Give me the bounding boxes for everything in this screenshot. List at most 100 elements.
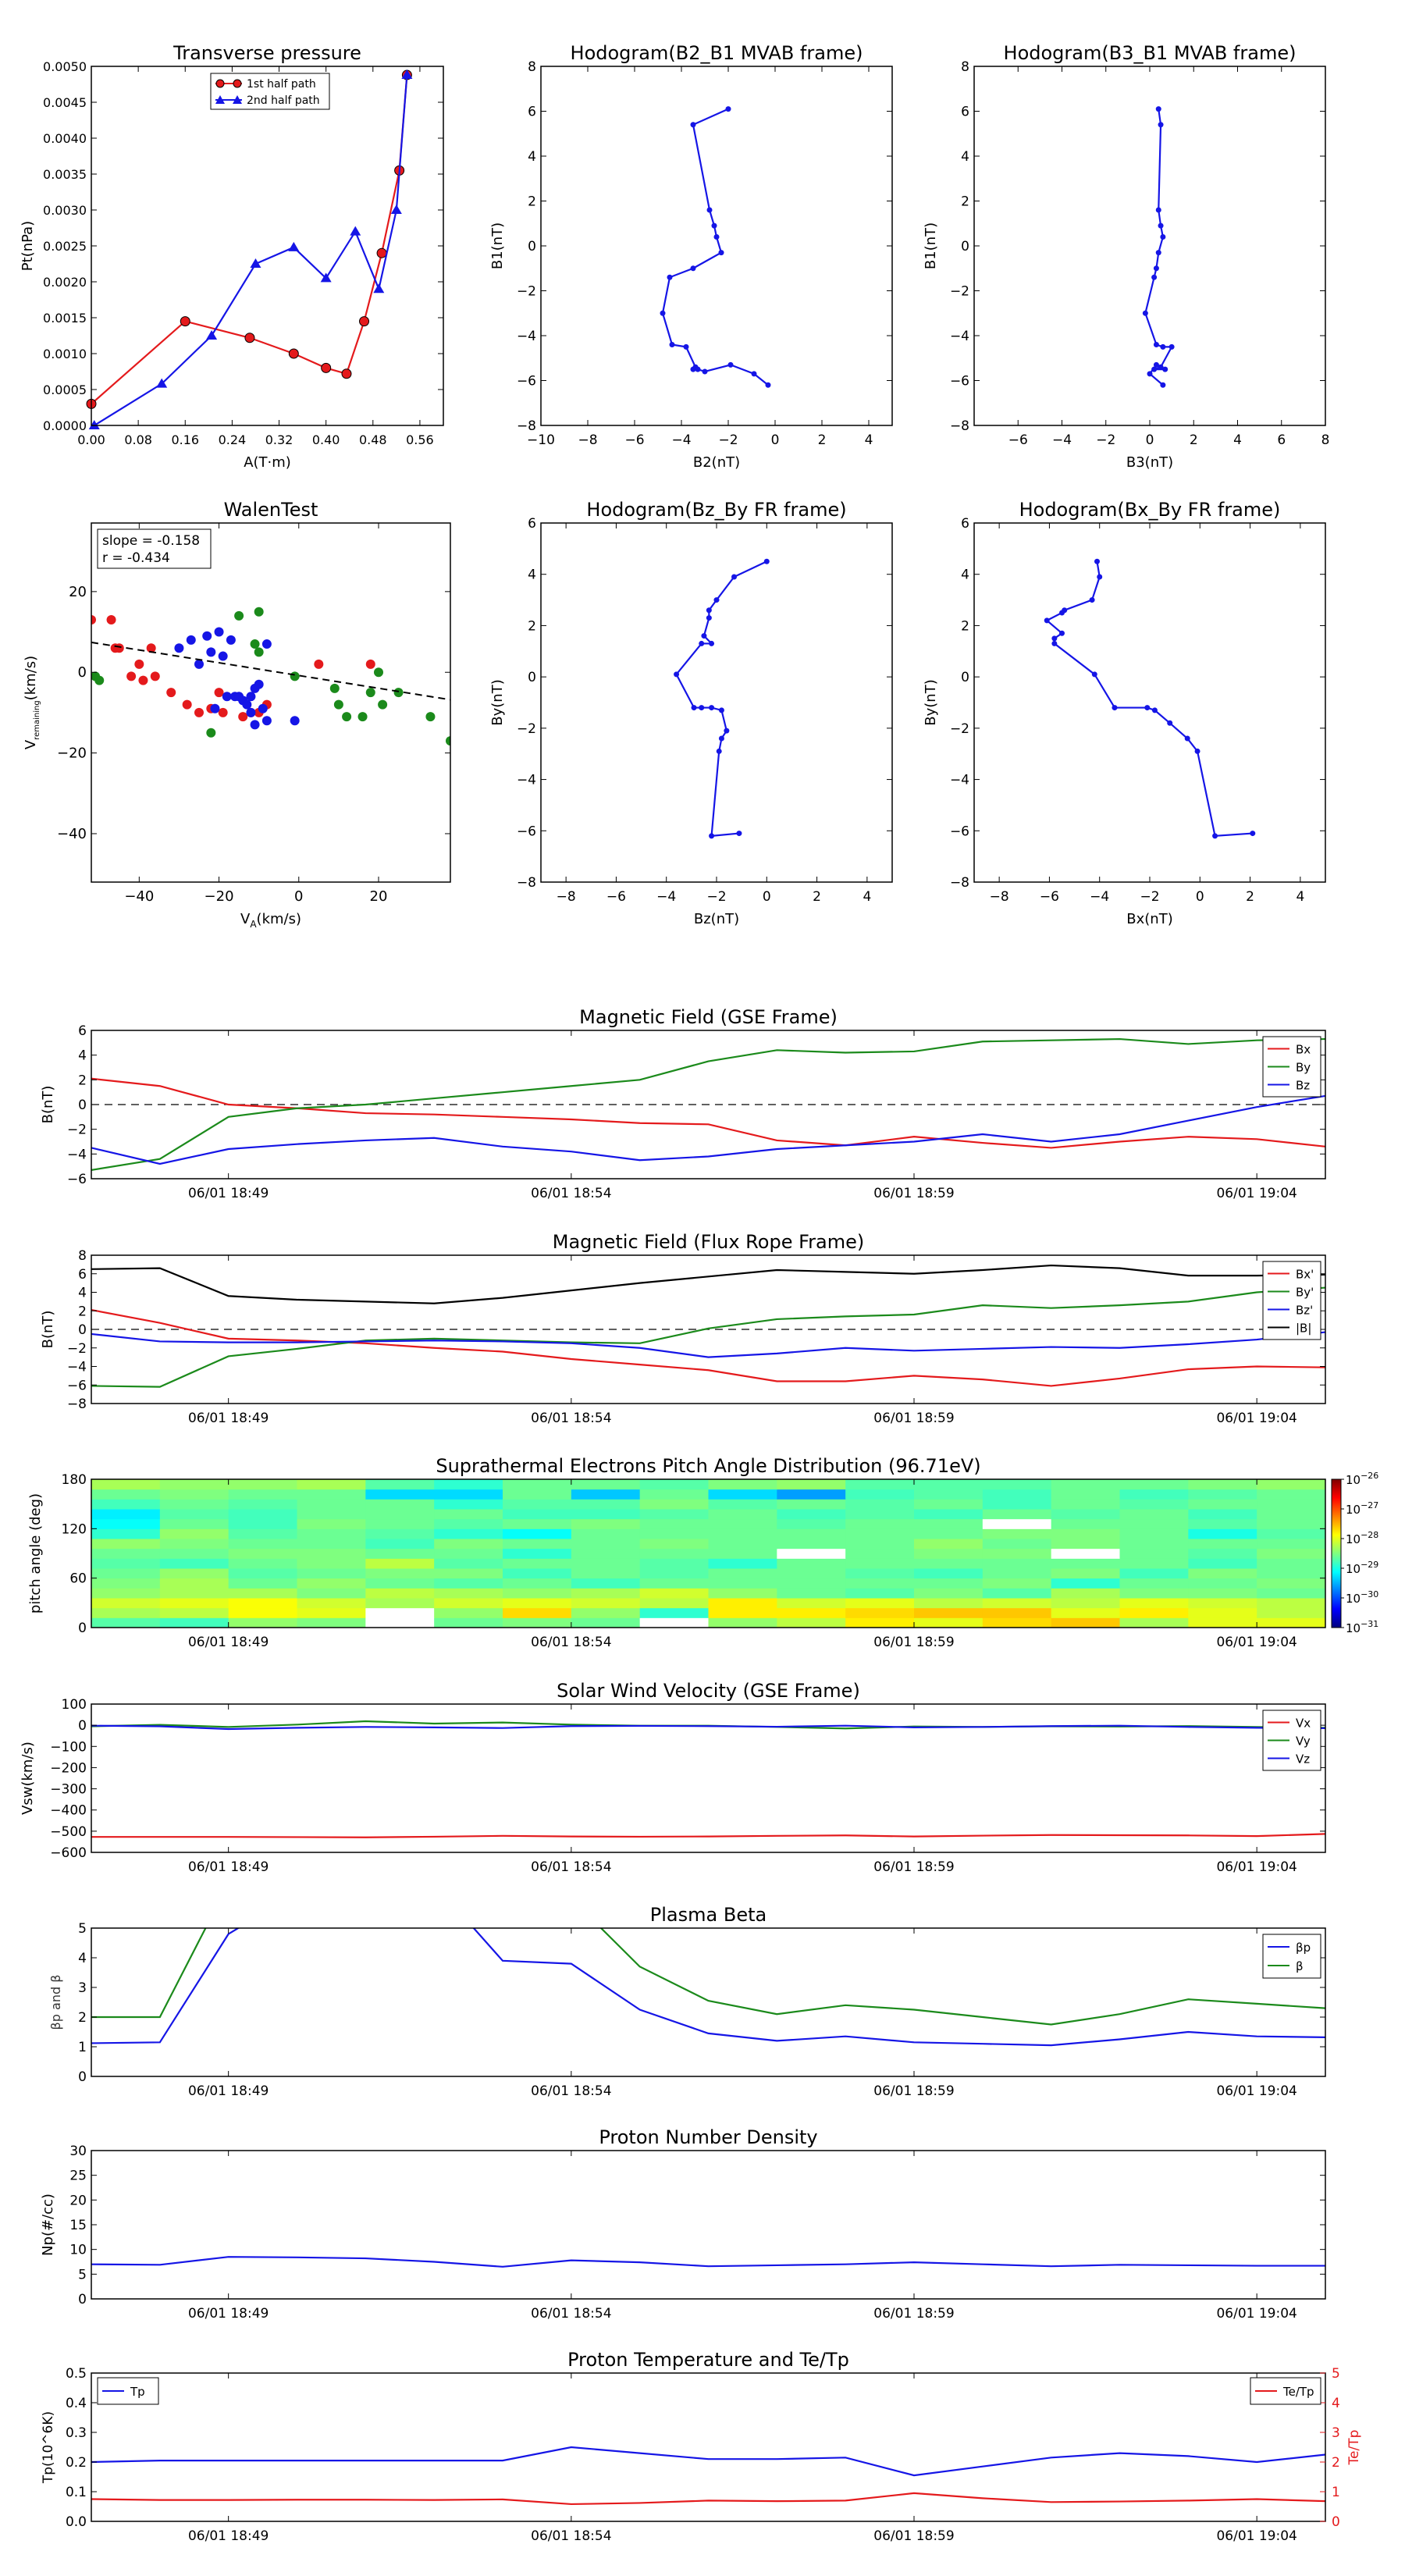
x-tick-label: 06/01 18:59 bbox=[873, 1859, 954, 1875]
data-point bbox=[709, 705, 715, 711]
y-tick-label: 10 bbox=[69, 2243, 87, 2258]
data-point bbox=[234, 610, 244, 621]
heatmap-cell bbox=[503, 1588, 572, 1599]
heatmap-cell bbox=[639, 1548, 709, 1559]
heatmap-cell bbox=[1119, 1598, 1189, 1609]
heatmap-cell bbox=[639, 1489, 709, 1500]
heatmap-cell bbox=[228, 1598, 297, 1609]
heatmap-cell bbox=[777, 1499, 846, 1510]
x-tick-label: 06/01 19:04 bbox=[1216, 1859, 1297, 1875]
x-tick-label: 6 bbox=[1277, 432, 1286, 448]
data-point-triangle bbox=[373, 283, 385, 294]
heatmap-cell bbox=[777, 1548, 846, 1559]
heatmap-cell bbox=[434, 1558, 503, 1569]
x-tick-label: 06/01 18:49 bbox=[188, 1635, 269, 1650]
y-tick-label: −8 bbox=[517, 875, 536, 891]
series-line-Bz' bbox=[91, 1331, 1325, 1358]
heatmap-cell bbox=[159, 1617, 229, 1628]
plot-frame bbox=[91, 2372, 1326, 2522]
y-tick-label: 4 bbox=[78, 1951, 87, 1966]
heatmap-cell bbox=[708, 1528, 777, 1539]
data-point bbox=[751, 371, 757, 377]
heatmap-cell bbox=[571, 1518, 641, 1529]
heatmap-cell bbox=[1257, 1518, 1326, 1529]
y-tick-label: 2 bbox=[961, 194, 969, 210]
y-tick-label: −2 bbox=[67, 1123, 87, 1138]
series-line bbox=[94, 74, 408, 425]
x-tick-label: 0 bbox=[294, 888, 303, 905]
heatmap-cell bbox=[639, 1598, 709, 1609]
y-tick-label: −400 bbox=[50, 1803, 87, 1819]
y-tick-label: −8 bbox=[950, 875, 969, 891]
colorbar-tick-label: 10−28 bbox=[1346, 1530, 1378, 1546]
heatmap-cell bbox=[91, 1558, 161, 1569]
legend-label: Te/Tp bbox=[1282, 2385, 1314, 2399]
x-tick-label: 06/01 18:54 bbox=[531, 1859, 611, 1875]
heatmap-cell bbox=[1257, 1499, 1326, 1510]
x-tick-label: 06/01 18:59 bbox=[873, 1186, 954, 1201]
y-tick-label-right: 1 bbox=[1332, 2485, 1340, 2500]
heatmap-cell bbox=[571, 1558, 641, 1569]
legend-box bbox=[97, 2377, 159, 2405]
heatmap-cell bbox=[845, 1499, 915, 1510]
data-point bbox=[706, 207, 713, 213]
data-point bbox=[222, 692, 232, 702]
heatmap-cell bbox=[228, 1489, 297, 1500]
data-point bbox=[706, 607, 712, 614]
heatmap-cell bbox=[228, 1607, 297, 1618]
heatmap-cell bbox=[1119, 1489, 1189, 1500]
heatmap-cell bbox=[1188, 1499, 1257, 1510]
x-tick-label: 0.40 bbox=[312, 432, 340, 447]
y-axis-label: B1(nT) bbox=[489, 222, 506, 269]
y-tick-label: 0 bbox=[528, 670, 536, 685]
data-point-triangle bbox=[88, 420, 100, 429]
data-point bbox=[186, 635, 196, 645]
heatmap-cell bbox=[365, 1578, 435, 1589]
data-point bbox=[1160, 234, 1166, 240]
y-tick-label: 8 bbox=[528, 59, 536, 75]
x-axis-label: A(T·m) bbox=[244, 454, 291, 471]
heatmap-cell bbox=[91, 1528, 161, 1539]
heatmap-cell bbox=[571, 1617, 641, 1628]
colorbar-tick-label: 10−27 bbox=[1346, 1500, 1378, 1517]
data-point bbox=[146, 643, 156, 653]
heatmap-cell bbox=[982, 1558, 1052, 1569]
chart-mag_gse: Magnetic Field (GSE Frame) −6 −4 −2 0 2 4 6 06/0… bbox=[40, 1006, 1326, 1201]
data-point bbox=[106, 615, 116, 625]
data-point bbox=[1194, 748, 1200, 754]
y-tick-label: −4 bbox=[517, 329, 536, 344]
heatmap-cell bbox=[777, 1568, 846, 1579]
data-point bbox=[261, 716, 272, 726]
data-point-triangle bbox=[390, 205, 402, 214]
heatmap-cell bbox=[159, 1558, 229, 1569]
legend-label: βp bbox=[1296, 1941, 1311, 1955]
heatmap-cell bbox=[434, 1578, 503, 1589]
heatmap-cell bbox=[571, 1568, 641, 1579]
y-tick-label: 5 bbox=[78, 2267, 87, 2282]
data-point bbox=[718, 707, 724, 713]
data-point bbox=[150, 671, 160, 681]
heatmap-cell bbox=[297, 1518, 366, 1529]
y-tick-label: 0.5 bbox=[66, 2366, 87, 2382]
heatmap-cell bbox=[159, 1598, 229, 1609]
data-point bbox=[114, 643, 124, 653]
heatmap-cell bbox=[1188, 1518, 1257, 1529]
heatmap-cell bbox=[1119, 1607, 1189, 1618]
data-point bbox=[246, 692, 256, 702]
data-point bbox=[691, 705, 697, 711]
x-tick-label: −8 bbox=[990, 889, 1009, 905]
plot-frame bbox=[91, 2150, 1326, 2300]
y-tick-label: 0.0045 bbox=[43, 95, 87, 110]
data-point bbox=[378, 699, 388, 710]
heatmap-cell bbox=[708, 1479, 777, 1490]
heatmap-cell bbox=[1257, 1598, 1326, 1609]
data-point bbox=[1158, 364, 1164, 370]
y-tick-label: 0.0015 bbox=[43, 311, 87, 326]
data-point bbox=[425, 712, 436, 722]
heatmap-cell bbox=[159, 1479, 229, 1490]
heatmap-cell bbox=[1257, 1509, 1326, 1520]
heatmap-cell bbox=[982, 1617, 1052, 1628]
heatmap-cell bbox=[91, 1489, 161, 1500]
y-tick-label: 0 bbox=[78, 1621, 87, 1636]
series-line-βp bbox=[91, 1928, 1325, 2047]
